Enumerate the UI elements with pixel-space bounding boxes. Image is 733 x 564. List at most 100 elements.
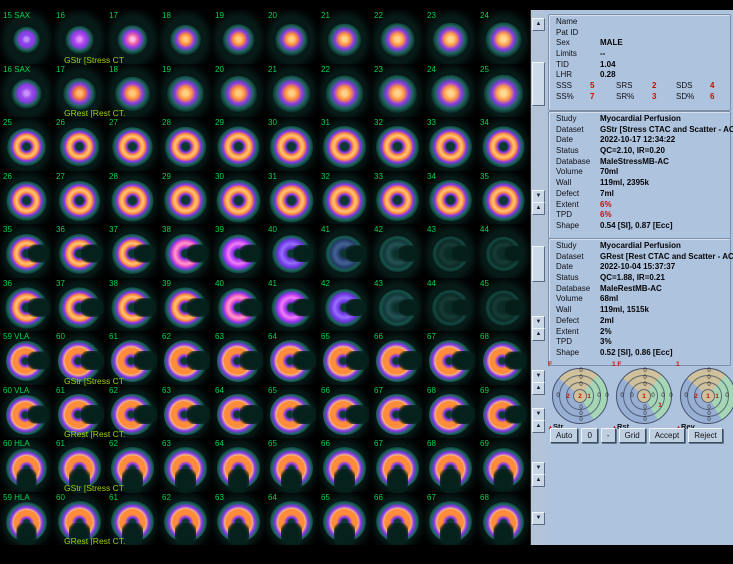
spect-slice[interactable]: 65 (265, 384, 318, 438)
spect-slice[interactable]: 64 (265, 491, 318, 545)
spect-slice[interactable]: 67 (424, 491, 477, 545)
spect-slice[interactable]: 43 (424, 224, 477, 278)
spect-slice[interactable]: 61 (106, 491, 159, 545)
spect-slice[interactable]: 26 (53, 117, 106, 171)
spect-slice[interactable]: 19 (212, 10, 265, 64)
spect-slice[interactable]: 44 (477, 224, 530, 278)
spect-slice[interactable]: 27 (53, 170, 106, 224)
spect-slice[interactable]: 45 (477, 277, 530, 331)
spect-slice[interactable]: 28 (106, 170, 159, 224)
spect-slice[interactable]: 63 (212, 331, 265, 385)
spect-slice[interactable]: 35 (477, 170, 530, 224)
spect-slice[interactable]: 61 (53, 438, 106, 493)
spect-slice[interactable]: 31 (318, 117, 371, 171)
scroll-up-button[interactable]: ▲ (532, 474, 545, 487)
minus-button[interactable]: - (600, 428, 616, 443)
spect-slice[interactable]: 29 (159, 170, 212, 224)
spect-slice[interactable]: 65 (265, 438, 318, 493)
spect-slice[interactable]: 36 (53, 224, 106, 278)
spect-slice[interactable]: 36 (0, 277, 53, 331)
spect-slice[interactable]: 67 (371, 384, 424, 438)
spect-slice[interactable]: 29 (212, 117, 265, 171)
reject-button[interactable]: Reject (688, 428, 723, 443)
spect-slice[interactable]: 18 (159, 10, 212, 64)
spect-slice[interactable]: 26 (0, 170, 53, 224)
spect-slice[interactable]: 22 (318, 63, 371, 117)
spect-slice[interactable]: 41 (318, 224, 371, 278)
spect-slice[interactable]: 23 (424, 10, 477, 64)
spect-slice[interactable]: 68 (424, 438, 477, 493)
spect-slice[interactable]: 33 (424, 117, 477, 171)
scroll-down-button[interactable]: ▼ (532, 512, 545, 525)
scroll-up-button[interactable]: ▲ (532, 328, 545, 341)
spect-slice[interactable]: 63 (159, 384, 212, 438)
spect-slice[interactable]: 20 (212, 63, 265, 117)
spect-slice[interactable]: 17 (106, 10, 159, 64)
spect-slice[interactable]: 40 (265, 224, 318, 278)
spect-slice[interactable]: 30 (212, 170, 265, 224)
spect-slice[interactable]: 34 (424, 170, 477, 224)
scroll-up-button[interactable]: ▲ (532, 420, 545, 433)
spect-slice[interactable]: 67 (424, 331, 477, 385)
spect-slice[interactable]: 66 (318, 438, 371, 493)
spect-slice[interactable]: 27 (106, 117, 159, 171)
polar-map-rev[interactable]: 1000000021100 (676, 361, 733, 424)
spect-slice[interactable]: 15 SAX (0, 10, 53, 64)
scrollbar-thumb[interactable] (532, 246, 545, 282)
spect-slice[interactable]: 65 (318, 331, 371, 385)
spect-slice[interactable]: 25 (477, 63, 530, 117)
spect-slice[interactable]: 64 (212, 384, 265, 438)
spect-slice[interactable]: 62 (106, 384, 159, 438)
spect-slice[interactable]: 63 (212, 491, 265, 545)
spect-slice[interactable]: 60 (53, 331, 106, 385)
spect-slice[interactable]: 22 (371, 10, 424, 64)
scroll-up-button[interactable]: ▲ (532, 202, 545, 215)
spect-slice[interactable]: 41 (265, 277, 318, 331)
spect-slice[interactable]: 61 (53, 384, 106, 438)
spect-slice[interactable]: 28 (159, 117, 212, 171)
spect-slice[interactable]: 68 (424, 384, 477, 438)
spect-slice[interactable]: 69 (477, 438, 530, 492)
spect-slice[interactable]: 21 (265, 63, 318, 117)
spect-slice[interactable]: 65 (318, 491, 371, 545)
spect-slice[interactable]: 32 (318, 170, 371, 224)
spect-slice[interactable]: 67 (371, 438, 424, 493)
spect-slice[interactable]: 59 VLA (0, 331, 53, 385)
spect-slice[interactable]: 17 (53, 63, 106, 117)
spect-slice[interactable]: 19 (159, 63, 212, 117)
spect-slice[interactable]: 68 (477, 491, 530, 545)
spect-slice[interactable]: 39 (212, 224, 265, 278)
spect-slice[interactable]: 21 (318, 10, 371, 64)
spect-slice[interactable]: 60 HLA (0, 438, 53, 492)
spect-slice[interactable]: 38 (159, 224, 212, 278)
spect-slice[interactable]: 42 (371, 224, 424, 278)
spect-slice[interactable]: 64 (265, 331, 318, 385)
spect-slice[interactable]: 32 (371, 117, 424, 171)
scrollbar-thumb[interactable] (532, 62, 545, 106)
accept-button[interactable]: Accept (648, 428, 686, 443)
spect-slice[interactable]: 64 (212, 438, 265, 493)
spect-slice[interactable]: 62 (159, 331, 212, 385)
scroll-up-button[interactable]: ▲ (532, 18, 545, 31)
spect-slice[interactable]: 69 (477, 384, 530, 438)
spect-slice[interactable]: 18 (106, 63, 159, 117)
spect-slice[interactable]: 60 (53, 491, 106, 545)
spect-slice[interactable]: 39 (159, 277, 212, 331)
scroll-up-button[interactable]: ▲ (532, 382, 545, 395)
spect-slice[interactable]: 68 (477, 331, 530, 385)
spect-slice[interactable]: 66 (371, 491, 424, 545)
spect-slice[interactable]: 20 (265, 10, 318, 64)
spect-slice[interactable]: 40 (212, 277, 265, 331)
spect-slice[interactable]: 66 (371, 331, 424, 385)
spect-slice[interactable]: 34 (477, 117, 530, 171)
spect-slice[interactable]: 43 (371, 277, 424, 331)
spect-slice[interactable]: 44 (424, 277, 477, 331)
spect-slice[interactable]: 33 (371, 170, 424, 224)
spect-slice[interactable]: 23 (371, 63, 424, 117)
spect-slice[interactable]: 62 (106, 438, 159, 493)
spect-slice[interactable]: 16 (53, 10, 106, 64)
spect-slice[interactable]: 25 (0, 117, 53, 171)
spect-slice[interactable]: 38 (106, 277, 159, 331)
